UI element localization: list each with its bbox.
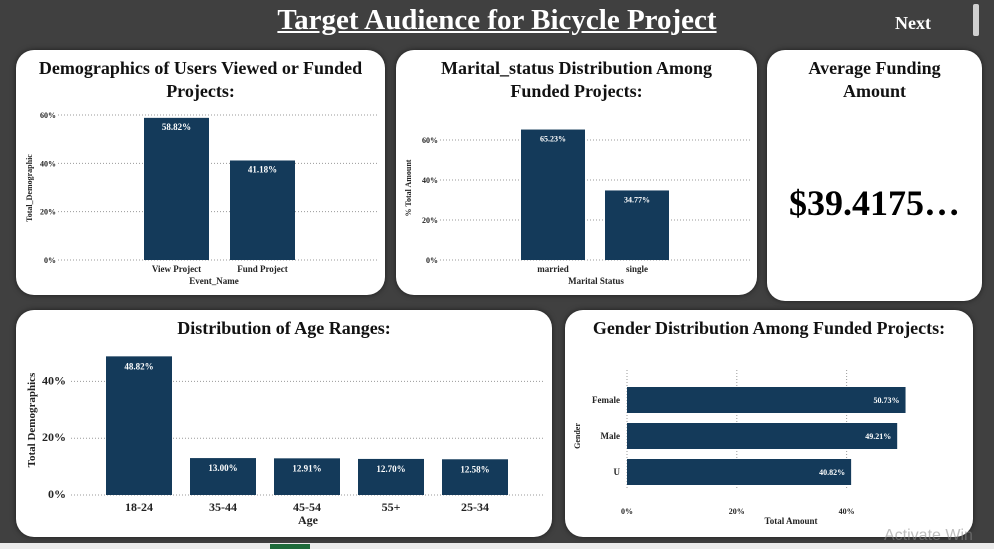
bar	[627, 459, 852, 485]
bar	[358, 458, 424, 495]
age-ranges-chart: 0% 20% 40% 48.82% 18-24 13.00% 35-44 12.91% 45-5…	[26, 356, 544, 527]
x-tick-label: Fund Project	[237, 264, 288, 274]
data-label: 12.91%	[292, 463, 321, 473]
bar	[627, 387, 906, 413]
bar	[106, 356, 172, 495]
y-tick-label: 0%	[426, 256, 438, 265]
average-funding-value: $39.4175…	[789, 183, 960, 223]
x-tick-label: 40%	[839, 507, 855, 516]
y-tick-label: Male	[601, 431, 621, 441]
x-tick-label: 55+	[382, 500, 401, 514]
y-axis-label: Total Demographics	[26, 372, 38, 467]
bar	[230, 160, 295, 260]
demographics-chart-title: Demographics of Users Viewed or Funded P…	[38, 58, 363, 101]
data-label: 41.18%	[248, 164, 277, 174]
data-label: 48.82%	[124, 361, 153, 371]
data-label: 50.73%	[874, 396, 900, 405]
bar	[144, 117, 209, 260]
y-axis-label: % Total Amount	[404, 159, 413, 216]
y-tick-label: 20%	[42, 430, 66, 444]
age-ranges-chart-title: Distribution of Age Ranges:	[177, 318, 391, 338]
page-title: Target Audience for Bicycle Project	[277, 4, 717, 36]
y-tick-label: 0%	[44, 256, 56, 265]
x-tick-label: 0%	[621, 507, 633, 516]
average-funding-title: Average Funding Amount	[808, 58, 941, 101]
gender-chart: 0% 20% 40% 50.73% Female 49.21% Male 40.82% U Tot…	[573, 370, 906, 526]
y-axis-label: Gender	[573, 423, 582, 449]
marital-status-card: Marital_status Distribution Among Funded…	[396, 50, 757, 295]
x-tick-label: 45-54	[293, 500, 321, 514]
data-label: 12.58%	[460, 464, 489, 474]
y-tick-label: 60%	[422, 136, 438, 145]
next-button[interactable]: Next	[895, 13, 931, 33]
bar	[627, 423, 898, 449]
x-tick-label: single	[626, 264, 648, 274]
x-axis-label: Total Amount	[765, 516, 818, 526]
bar	[521, 129, 585, 260]
x-tick-label: View Project	[152, 264, 201, 274]
y-tick-label: 20%	[422, 216, 438, 225]
marital-status-chart: 0% 20% 40% 60% 65.23% married 34.77% singleMari…	[404, 129, 750, 286]
marital-status-chart-title: Marital_status Distribution Among Funded…	[440, 58, 712, 101]
gender-card: Gender Distribution Among Funded Project…	[565, 310, 973, 537]
x-axis-label: Age	[298, 513, 319, 527]
data-label: 49.21%	[865, 432, 891, 441]
age-ranges-card: Distribution of Age Ranges: 0% 20% 40% 48.8…	[16, 310, 552, 537]
y-tick-label: 0%	[48, 487, 66, 501]
bar	[442, 459, 508, 495]
x-tick-label: 18-24	[125, 500, 153, 514]
sheet-tab-indicator[interactable]	[270, 544, 310, 549]
demographics-chart: 0% 20% 40% 60% 58.82% View Project 41.18% Fund …	[25, 111, 378, 286]
bar	[274, 458, 340, 495]
x-tick-label: married	[537, 264, 569, 274]
average-funding-card: Average Funding Amount $39.4175…	[767, 50, 982, 301]
x-axis-label: Marital Status	[568, 276, 624, 286]
data-label: 65.23%	[540, 135, 566, 144]
bar	[190, 458, 256, 495]
y-tick-label: 40%	[42, 373, 66, 387]
y-tick-label: 40%	[422, 176, 438, 185]
activation-watermark: Activate Win	[884, 527, 973, 544]
y-tick-label: 40%	[40, 159, 56, 168]
x-axis-label: Event_Name	[189, 276, 239, 286]
scroll-handle[interactable]	[973, 4, 979, 36]
gender-chart-title: Gender Distribution Among Funded Project…	[592, 318, 946, 338]
y-tick-label: Female	[592, 395, 620, 405]
data-label: 13.00%	[208, 463, 237, 473]
data-label: 34.77%	[624, 195, 650, 204]
y-tick-label: 20%	[40, 208, 56, 217]
x-tick-label: 20%	[729, 507, 745, 516]
y-axis-label: Total_Demographic	[25, 154, 34, 222]
data-label: 40.82%	[819, 468, 845, 477]
bar	[605, 190, 669, 260]
bottom-strip	[0, 543, 994, 549]
demographics-card: Demographics of Users Viewed or Funded P…	[16, 50, 385, 295]
y-tick-label: 60%	[40, 111, 56, 120]
data-label: 58.82%	[162, 122, 191, 132]
data-label: 12.70%	[376, 464, 405, 474]
x-tick-label: 35-44	[209, 500, 237, 514]
x-tick-label: 25-34	[461, 500, 489, 514]
y-tick-label: U	[614, 467, 621, 477]
